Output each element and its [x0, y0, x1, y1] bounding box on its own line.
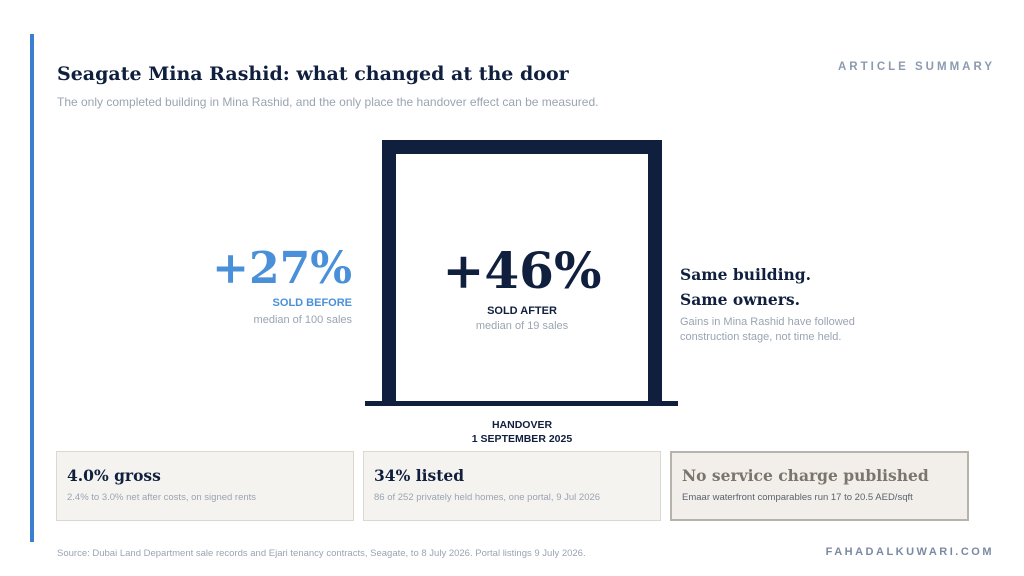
card-sub: Emaar waterfront comparables run 17 to 2… — [682, 492, 913, 503]
sold-before-label: SOLD BEFORE — [272, 297, 352, 309]
page-title: Seagate Mina Rashid: what changed at the… — [57, 63, 569, 85]
takeaway-line-1: Same building. — [680, 265, 812, 284]
sold-after-label: SOLD AFTER — [487, 305, 557, 317]
service-charge-card: No service charge published Emaar waterf… — [670, 451, 969, 521]
takeaway-sub: Gains in Mina Rashid have followed const… — [680, 316, 855, 343]
handover-label: HANDOVER 1 SEPTEMBER 2025 — [420, 418, 624, 446]
card-title: 4.0% gross — [67, 466, 161, 485]
article-summary-tag: ARTICLE SUMMARY — [837, 61, 995, 73]
site-url: FAHADALKUWARI.COM — [825, 546, 994, 558]
card-title: 34% listed — [374, 466, 465, 485]
sold-after-sub: median of 19 sales — [475, 320, 569, 332]
accent-bar — [30, 34, 34, 542]
handover-line-1: HANDOVER — [491, 419, 553, 431]
sold-after-value: +46% — [442, 241, 602, 300]
listed-card: 34% listed 86 of 252 privately held home… — [363, 451, 661, 521]
yield-card: 4.0% gross 2.4% to 3.0% net after costs,… — [56, 451, 354, 521]
door-frame-icon — [382, 140, 662, 402]
takeaway-heading: Same building. Same owners. — [680, 262, 811, 312]
page-subtitle: The only completed building in Mina Rash… — [57, 95, 599, 109]
sold-before-sub: median of 100 sales — [253, 314, 352, 326]
card-sub: 86 of 252 privately held homes, one port… — [374, 492, 601, 503]
takeaway-line-2: Same owners. — [680, 290, 800, 309]
card-title: No service charge published — [682, 466, 929, 485]
sold-before-value: +27% — [212, 243, 352, 294]
door-threshold — [365, 401, 678, 406]
source-note: Source: Dubai Land Department sale recor… — [57, 548, 586, 559]
handover-date: 1 SEPTEMBER 2025 — [471, 433, 573, 445]
card-sub: 2.4% to 3.0% net after costs, on signed … — [67, 492, 257, 503]
